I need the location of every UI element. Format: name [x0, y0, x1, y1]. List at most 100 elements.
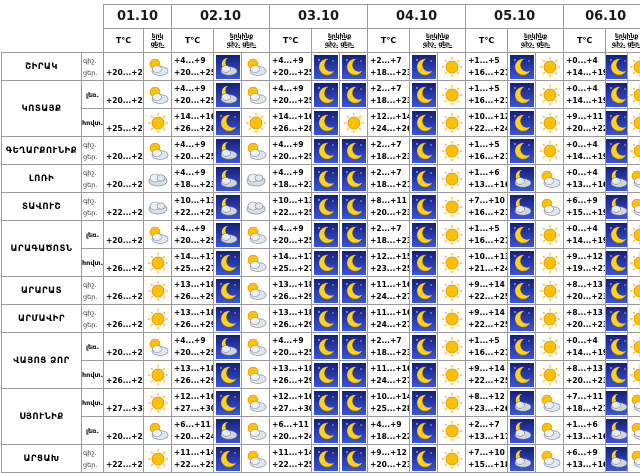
- cloud-sun-icon: [628, 419, 640, 443]
- sun-icon: [628, 363, 640, 387]
- sun-icon: [538, 307, 562, 331]
- cloud-moon-icon: [216, 83, 240, 107]
- temp-day: +22...+26: [106, 207, 143, 219]
- temp-night: +9...+12: [566, 251, 605, 263]
- moon-icon: [510, 139, 534, 163]
- day-sky-cell: [628, 333, 640, 361]
- temp-cell: +0...+4+14...+19: [564, 221, 606, 249]
- temp-cell: +9...+14+22...+25: [466, 277, 508, 305]
- night-sky-cell: [508, 137, 536, 165]
- temp-cell: +13...+18+26...+29: [270, 277, 312, 305]
- day-sky-cell: [536, 389, 564, 417]
- temp-cell: +20...+25: [104, 221, 144, 249]
- day-sky-cell: [340, 445, 368, 473]
- night-sky-cell: [508, 361, 536, 389]
- temp-cell: +12...+16+27...+30: [172, 389, 214, 417]
- day-sky-cell: [340, 361, 368, 389]
- day-header: 05.10: [466, 5, 564, 29]
- sky-cell: [144, 137, 172, 165]
- moon-icon: [606, 363, 628, 387]
- sky-cell: [144, 109, 172, 137]
- temp-night: +2...+7: [370, 223, 409, 235]
- temp-day: +26...+29: [272, 291, 311, 303]
- day-sky-cell: [536, 277, 564, 305]
- night-sky-cell: [214, 221, 242, 249]
- temp-day: +16...+21: [468, 347, 507, 359]
- region-name: ԱՐԱԳԱԾՈՏՆ: [2, 221, 82, 277]
- temp-cell: +9...+12+19...+21: [564, 249, 606, 277]
- day-abbr: ցեր.: [83, 207, 103, 219]
- sun-icon: [538, 83, 562, 107]
- cloud-sun-icon: [244, 83, 268, 107]
- temp-day: +25...+27: [174, 263, 213, 275]
- row-sub-label: գիշ.ցեր.: [82, 445, 104, 473]
- sky-cell: [144, 389, 172, 417]
- temp-night: +0...+4: [566, 223, 605, 235]
- temp-day: +27...+30: [272, 403, 311, 415]
- temp-day: +15...+19: [566, 207, 605, 219]
- night-sky-cell: [606, 53, 628, 81]
- temp-cell: +26...+29: [104, 361, 144, 389]
- night-sky-cell: [606, 277, 628, 305]
- temp-night: +2...+7: [370, 167, 409, 179]
- cloud-sun-icon: [146, 335, 170, 359]
- region-name: ՇԻՐԱԿ: [2, 53, 82, 81]
- temp-night: +7...+11: [566, 391, 605, 403]
- region-name: ԿՈՏԱՅՔ: [2, 81, 82, 137]
- sky-label: երկինք: [214, 33, 269, 41]
- temp-cell: +25...+28: [104, 109, 144, 137]
- temp-cell: +20...+24: [104, 417, 144, 445]
- temp-night: +13...+18: [272, 307, 311, 319]
- day-abbr: ցեր.: [83, 459, 103, 471]
- temp-cell: +12...+16+27...+30: [270, 389, 312, 417]
- night-day-labels: գիշ. ցեր.: [410, 41, 465, 49]
- temp-day: +23...+26: [468, 403, 507, 415]
- temp-cell: +9...+14+22...+25: [466, 361, 508, 389]
- moon-icon: [510, 279, 534, 303]
- row-sub-label: հովտ.: [82, 389, 104, 417]
- night-sky-cell: [508, 249, 536, 277]
- temp-night: +4...+9: [272, 335, 311, 347]
- sky-cell: [144, 305, 172, 333]
- night-sky-cell: [214, 445, 242, 473]
- temp-day: +22...+25: [468, 319, 507, 331]
- temp-cell: +8...+12+23...+26: [466, 389, 508, 417]
- day-sky-cell: [242, 109, 270, 137]
- temp-cell: +4...+9+18...+23: [172, 165, 214, 193]
- cloud-sun-icon: [146, 55, 170, 79]
- sun-icon: [146, 279, 170, 303]
- temp-day: +25...+28: [370, 403, 409, 415]
- temp-day: +16...+21: [468, 235, 507, 247]
- region-row: լեռ. +20...+24+6...+11+20...+24+6...+11+…: [2, 417, 640, 445]
- night-sky-cell: [312, 389, 340, 417]
- temp-day: +24...+26: [370, 123, 409, 135]
- sky-cell: [144, 165, 172, 193]
- day-sky-cell: [628, 445, 640, 473]
- moon-icon: [412, 55, 436, 79]
- cloud-moon-icon: [510, 195, 534, 219]
- day-sky-cell: [340, 221, 368, 249]
- temp-night: [106, 307, 143, 319]
- day-sky-cell: [242, 277, 270, 305]
- night-abbr: գիշ.: [83, 139, 103, 151]
- day-sky-cell: [536, 137, 564, 165]
- moon-icon: [412, 167, 436, 191]
- temp-day: +18...+23: [370, 347, 409, 359]
- temp-cell: +4...+9+20...+25: [270, 53, 312, 81]
- moon-icon: [342, 447, 366, 471]
- night-sky-cell: [312, 361, 340, 389]
- sun-icon: [146, 391, 170, 415]
- temp-night: +11...+16: [370, 307, 409, 319]
- moon-icon: [342, 139, 366, 163]
- sun-icon: [440, 251, 464, 275]
- day-sky-cell: [438, 445, 466, 473]
- moon-icon: [412, 335, 436, 359]
- moon-icon: [412, 223, 436, 247]
- temp-day: +22...+25: [272, 207, 311, 219]
- night-sky-cell: [214, 109, 242, 137]
- sun-icon: [440, 223, 464, 247]
- temp-day: +27...+30: [106, 403, 143, 415]
- temp-day: +26...+29: [106, 375, 143, 387]
